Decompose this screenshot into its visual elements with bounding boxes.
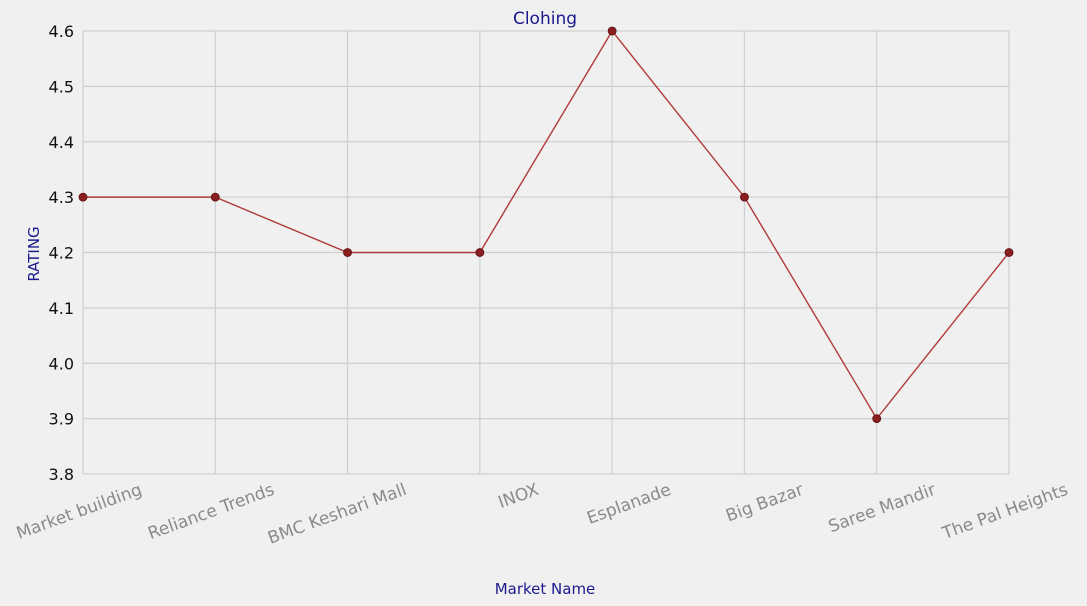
data-point (78, 192, 88, 202)
series-layer (78, 26, 1014, 424)
data-point (1004, 248, 1014, 257)
y-tick-label: 4.6 (49, 22, 74, 41)
y-tick-label: 3.8 (49, 465, 74, 484)
y-tick-label: 4.1 (49, 299, 74, 318)
data-point (343, 248, 352, 257)
y-tick-label: 4.5 (49, 77, 74, 96)
y-tick-label: 4.4 (49, 133, 74, 152)
x-tick-label: Reliance Trends (145, 480, 277, 544)
data-point (475, 248, 485, 257)
y-tick-label: 4.2 (49, 244, 74, 263)
series-markers (78, 26, 1014, 424)
y-axis-label: RATING (25, 226, 43, 281)
y-axis-ticks: 3.8 3.9 4.0 4.1 4.2 4.3 4.4 4.5 4.6 (49, 22, 74, 484)
chart-title: Clohing (513, 9, 577, 29)
data-point (872, 414, 882, 424)
x-tick-label: The Pal Heights (939, 480, 1071, 544)
x-tick-label: Esplanade (584, 480, 674, 529)
y-tick-label: 4.3 (49, 188, 74, 207)
x-tick-label: Big Bazar (723, 480, 806, 526)
x-tick-label: BMC Keshari Mall (265, 480, 409, 549)
data-point (740, 192, 749, 202)
x-tick-label: Market building (14, 480, 145, 544)
x-axis-label: Market Name (495, 580, 596, 598)
x-tick-label: Saree Mandir (826, 480, 939, 537)
series-line (83, 29, 1010, 420)
x-tick-label: INOX (496, 480, 542, 513)
y-tick-label: 4.0 (49, 354, 74, 373)
data-point (210, 192, 220, 202)
y-tick-label: 3.9 (49, 410, 74, 429)
data-point (607, 26, 617, 36)
